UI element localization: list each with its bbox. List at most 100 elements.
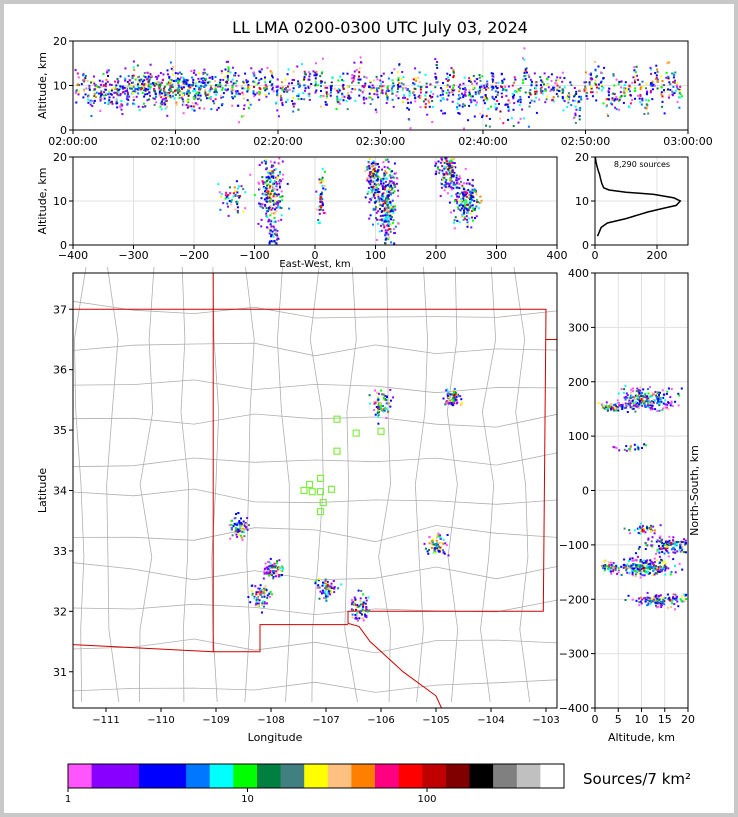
source-point [389, 206, 392, 209]
source-point [277, 193, 280, 196]
source-point [650, 601, 653, 604]
source-point [462, 204, 465, 207]
source-point [398, 63, 401, 66]
source-point [647, 397, 649, 400]
source-point [479, 91, 482, 94]
source-point [667, 551, 670, 554]
source-point [656, 393, 659, 396]
source-point [265, 187, 268, 190]
source-point [192, 95, 195, 98]
source-point [388, 223, 391, 226]
source-point [75, 91, 77, 94]
source-point [258, 599, 261, 602]
source-point [461, 192, 464, 195]
source-point [647, 406, 650, 409]
source-point [363, 102, 366, 105]
source-point [276, 92, 279, 95]
altitude-vs-time-panel: 02:00:00 02:10:00 02:20:00 02:30:00 02:40:00… [36, 35, 713, 148]
source-point [361, 602, 364, 605]
source-point [507, 118, 510, 121]
source-point [119, 88, 122, 90]
source-point [439, 534, 442, 537]
source-point [390, 200, 393, 202]
source-point [324, 578, 327, 581]
source-point [147, 88, 149, 91]
source-point [365, 608, 368, 611]
source-point [214, 76, 217, 78]
source-point [321, 71, 324, 74]
source-point [676, 100, 679, 103]
source-point [539, 87, 542, 90]
source-point [119, 105, 122, 108]
source-point [265, 212, 268, 215]
y-axis-label: Altitude, km [36, 167, 49, 234]
source-point [263, 198, 266, 201]
x-tick-label: −109 [202, 715, 229, 726]
source-point [265, 86, 268, 89]
source-point [177, 79, 180, 82]
source-point [325, 592, 328, 595]
source-point [436, 547, 439, 550]
source-point [562, 109, 565, 112]
source-point [640, 395, 643, 397]
source-point [388, 191, 391, 194]
source-point [428, 542, 431, 545]
source-point [182, 94, 184, 96]
source-point [269, 214, 272, 217]
source-point [319, 95, 322, 98]
source-point [132, 74, 135, 77]
source-point [353, 70, 356, 73]
source-point [260, 77, 263, 80]
source-point [256, 83, 259, 86]
source-point [655, 396, 658, 399]
source-point [660, 601, 663, 603]
source-point [194, 102, 197, 105]
source-point [637, 446, 640, 449]
source-point [314, 81, 317, 83]
source-point [271, 593, 273, 596]
source-point [632, 402, 635, 405]
source-point [457, 195, 460, 198]
source-point [603, 560, 606, 563]
source-point [292, 87, 295, 90]
source-point [347, 94, 350, 97]
source-point [614, 567, 617, 570]
source-point [543, 83, 545, 86]
source-point [245, 81, 248, 84]
source-point [367, 160, 370, 163]
source-point [397, 97, 400, 100]
source-point [219, 85, 222, 88]
source-point [444, 166, 446, 169]
source-point [258, 187, 261, 190]
source-point [626, 88, 629, 91]
source-point [390, 216, 393, 219]
source-point [659, 402, 661, 405]
source-point [666, 545, 669, 548]
source-point [452, 402, 455, 404]
source-point [556, 76, 559, 79]
source-point [379, 215, 382, 217]
source-point [668, 81, 671, 84]
source-point [178, 94, 181, 97]
source-point [617, 97, 620, 100]
source-point [441, 90, 444, 93]
source-point [281, 86, 284, 89]
source-point [460, 202, 463, 205]
source-point [462, 197, 465, 200]
source-point [452, 84, 455, 87]
source-point [177, 72, 179, 75]
source-point [655, 565, 658, 568]
source-point [126, 80, 129, 83]
source-point [643, 402, 646, 405]
source-point [271, 574, 273, 577]
source-point [235, 523, 238, 526]
source-point [649, 568, 652, 571]
source-point [127, 84, 130, 87]
source-point [93, 93, 96, 96]
source-point [590, 87, 593, 90]
state-border [212, 273, 348, 653]
source-point [677, 392, 680, 395]
source-point [252, 90, 255, 93]
source-point [404, 87, 407, 90]
source-point [235, 527, 237, 530]
